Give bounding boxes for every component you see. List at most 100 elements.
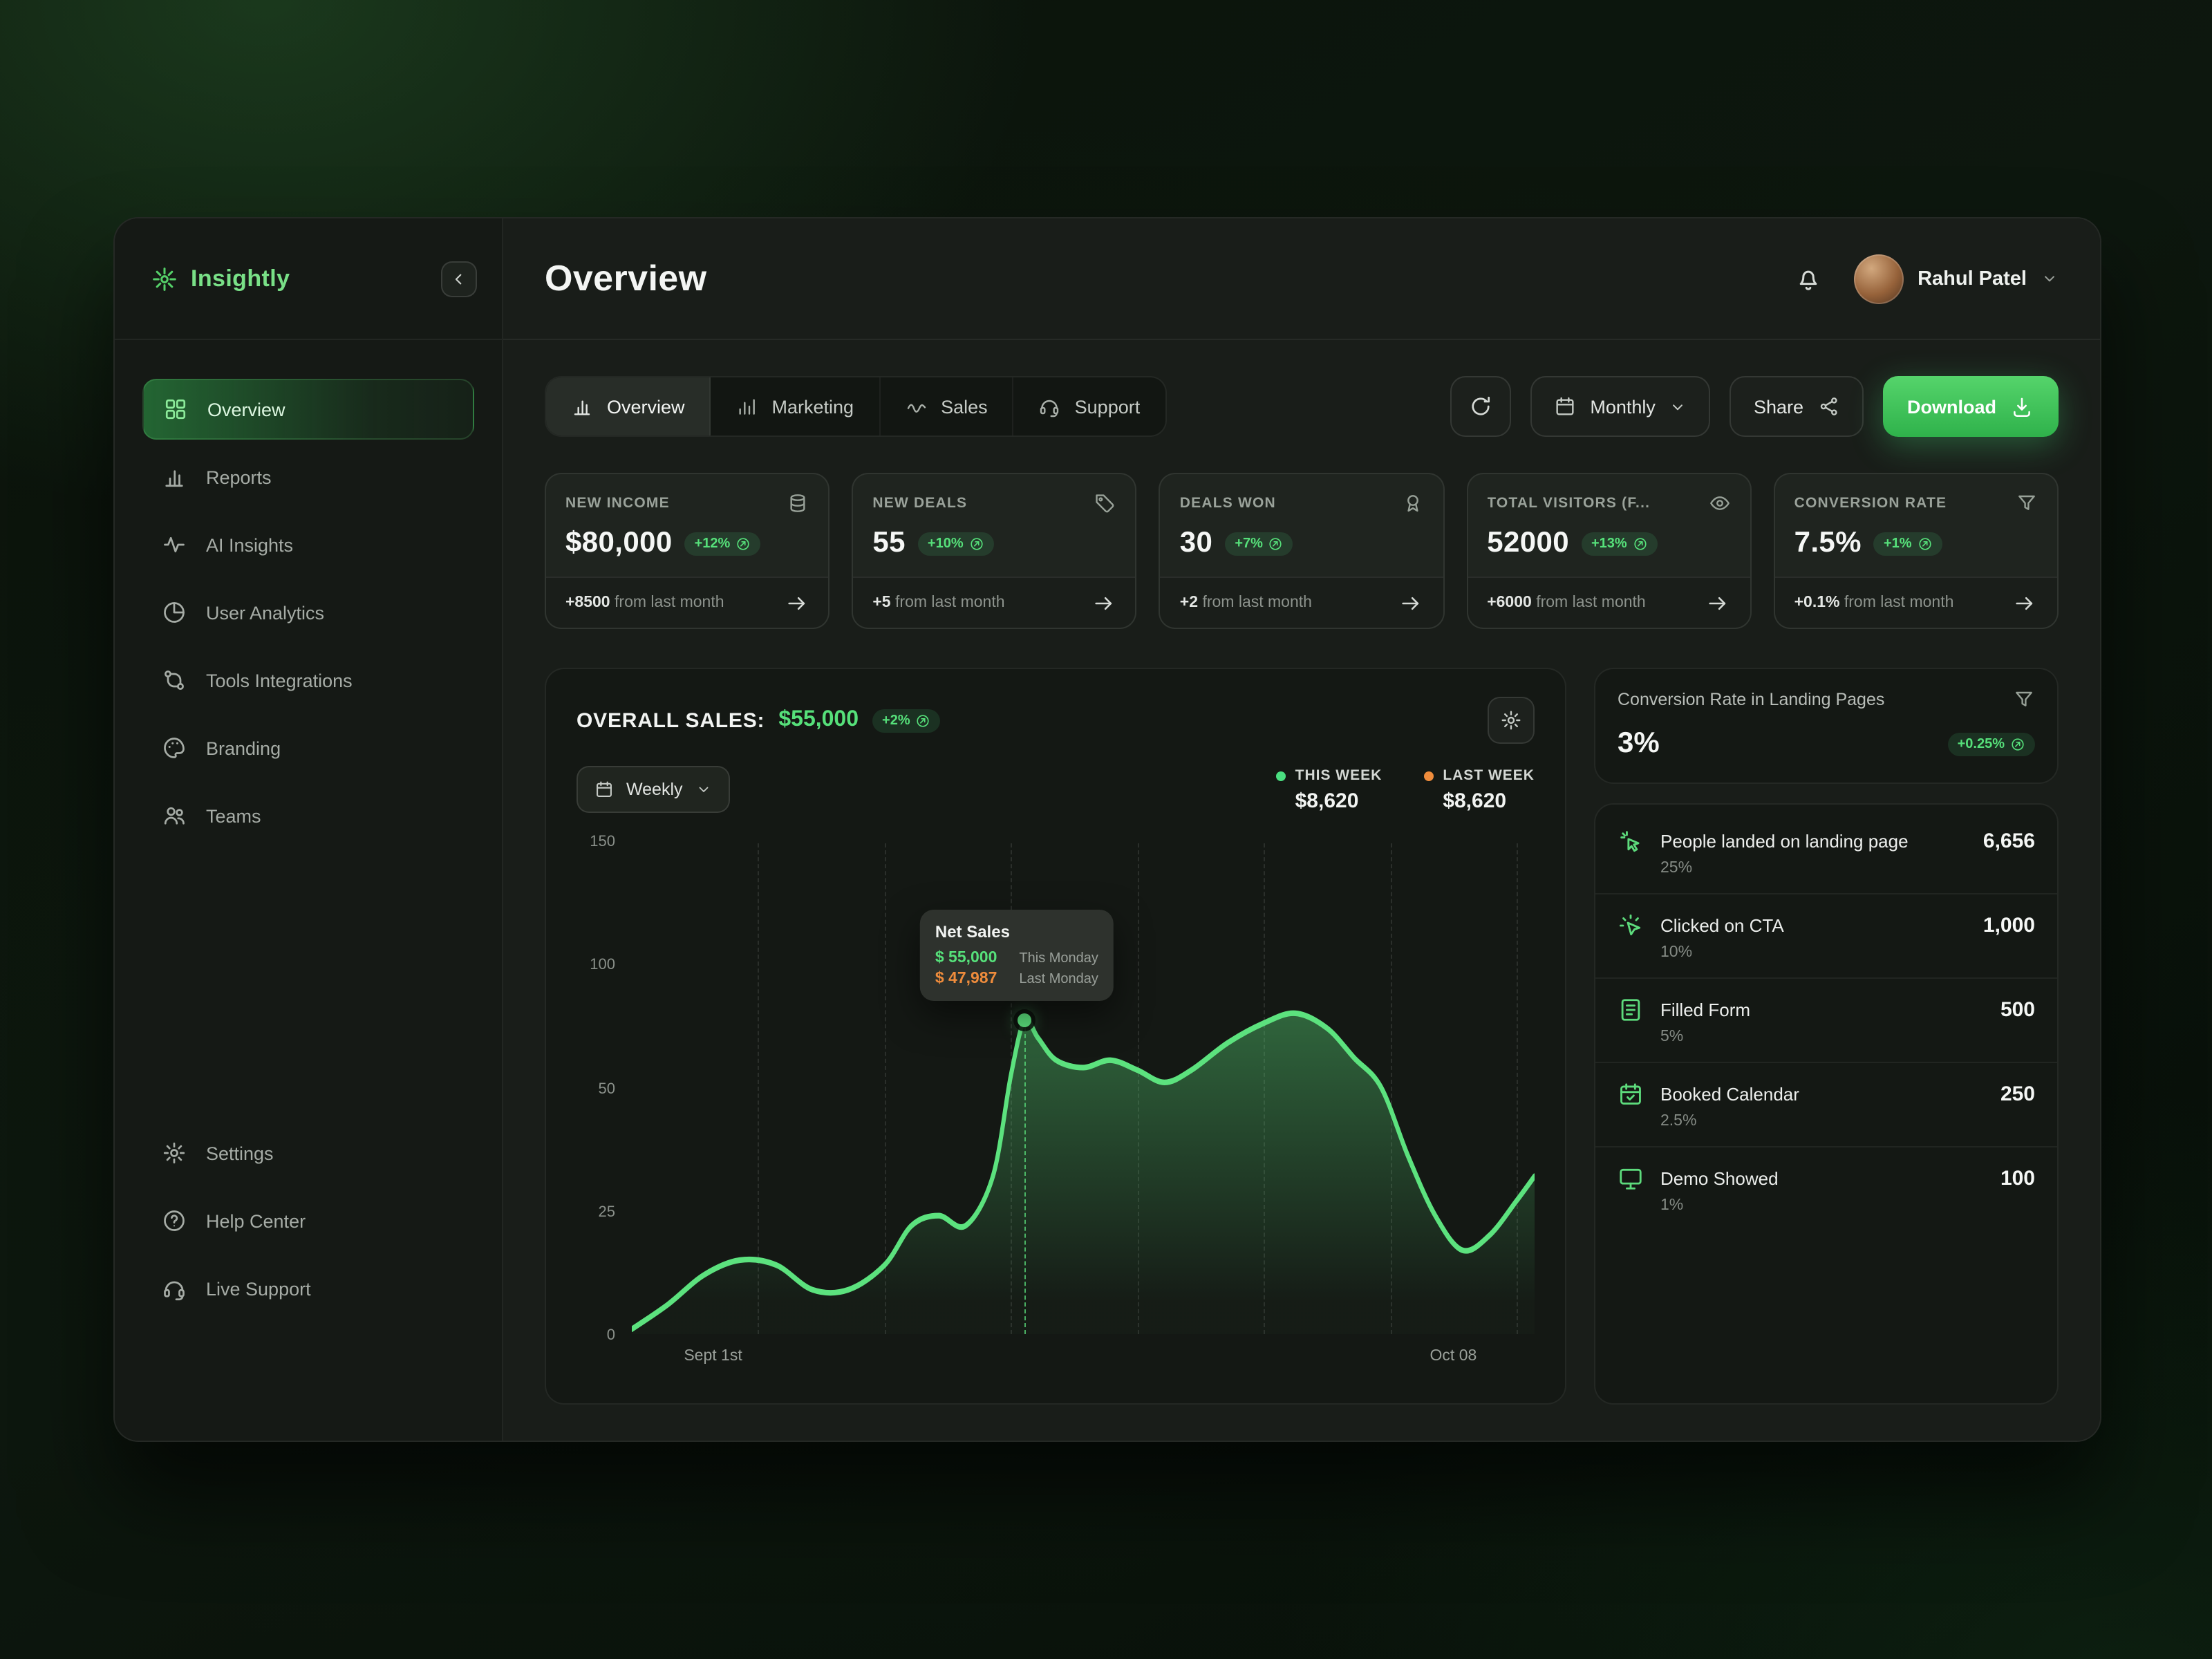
trend-icon bbox=[905, 395, 927, 418]
legend-label: THIS WEEK bbox=[1295, 767, 1382, 784]
sidebar-item-label: Live Support bbox=[206, 1278, 311, 1299]
stat-details-button[interactable] bbox=[2013, 590, 2038, 615]
y-tick-label: 100 bbox=[590, 957, 615, 974]
arrow-right-icon bbox=[1399, 591, 1423, 615]
funnel-value: 100 bbox=[2000, 1167, 2035, 1190]
calendar-icon bbox=[594, 780, 614, 799]
sidebar-item-live-support[interactable]: Live Support bbox=[142, 1258, 474, 1319]
funnel-percentage: 1% bbox=[1660, 1197, 1684, 1214]
legend-value: $8,620 bbox=[1443, 789, 1507, 813]
trend-up-icon bbox=[735, 536, 751, 551]
sidebar-item-user-analytics[interactable]: User Analytics bbox=[142, 582, 474, 643]
stat-label: NEW DEALS bbox=[872, 495, 968, 512]
stat-delta: +5 bbox=[872, 594, 891, 611]
stat-delta: +2 bbox=[1179, 594, 1199, 611]
tab-marketing[interactable]: Marketing bbox=[711, 377, 881, 435]
toolbar: Overview Marketing Sales Support bbox=[545, 376, 2059, 437]
sidebar-item-overview[interactable]: Overview bbox=[142, 379, 474, 440]
download-button[interactable]: Download bbox=[1882, 376, 2059, 437]
chart-legend: THIS WEEK $8,620 LAST WEEK $8,620 bbox=[1275, 767, 1535, 813]
y-tick-label: 25 bbox=[598, 1203, 616, 1221]
bar-chart-icon bbox=[162, 465, 187, 489]
chart-settings-button[interactable] bbox=[1488, 697, 1535, 744]
stat-details-button[interactable] bbox=[1706, 590, 1731, 615]
tab-label: Marketing bbox=[771, 396, 854, 417]
stat-details-button[interactable] bbox=[1398, 590, 1423, 615]
stat-label: NEW INCOME bbox=[565, 495, 670, 512]
sidebar-item-label: Reports bbox=[206, 467, 272, 487]
x-tick-label: Sept 1st bbox=[684, 1348, 742, 1365]
stat-footer: +6000 from last month bbox=[1468, 577, 1750, 628]
funnel-row-clicked-on-cta: Clicked on CTA 1,000 10% bbox=[1595, 894, 2057, 979]
trend-up-icon bbox=[1268, 536, 1284, 551]
chart-marker-dot bbox=[1018, 1013, 1032, 1028]
help-icon bbox=[162, 1208, 187, 1233]
stat-delta-text: from last month bbox=[615, 594, 724, 611]
tab-support[interactable]: Support bbox=[1014, 377, 1165, 435]
stat-delta-text: from last month bbox=[1844, 594, 1954, 611]
gridline bbox=[884, 843, 886, 1334]
chevron-left-icon bbox=[449, 269, 469, 288]
tooltip-row-last-monday: $ 47,987 Last Monday bbox=[935, 971, 1098, 988]
sidebar-item-tools-integrations[interactable]: Tools Integrations bbox=[142, 650, 474, 711]
stat-label: DEALS WON bbox=[1179, 495, 1276, 512]
chart-tooltip: Net Sales $ 55,000 This Monday $ 47,987 bbox=[919, 910, 1114, 1002]
chart-period-select[interactable]: Weekly bbox=[577, 766, 730, 813]
x-axis: Sept 1st Oct 08 bbox=[632, 1348, 1535, 1381]
sidebar-item-ai-insights[interactable]: AI Insights bbox=[142, 514, 474, 575]
coins-icon bbox=[787, 492, 809, 514]
sidebar-collapse-button[interactable] bbox=[441, 261, 477, 297]
trend-up-icon bbox=[1918, 536, 1933, 551]
funnel-value: 1,000 bbox=[1983, 914, 2035, 937]
refresh-button[interactable] bbox=[1450, 376, 1512, 437]
stat-footer: +5 from last month bbox=[853, 577, 1136, 628]
toolbar-right: Monthly Share Download bbox=[1450, 376, 2059, 437]
tab-label: Sales bbox=[941, 396, 988, 417]
stat-footer: +0.1% from last month bbox=[1774, 577, 2057, 628]
headset-icon bbox=[162, 1276, 187, 1301]
funnel-label: Booked Calendar bbox=[1660, 1084, 1799, 1105]
funnel-row-demo-showed: Demo Showed 100 1% bbox=[1595, 1147, 2057, 1230]
tooltip-label: This Monday bbox=[1019, 950, 1098, 966]
chart-title: OVERALL SALES: bbox=[577, 709, 765, 732]
gridline bbox=[1516, 843, 1518, 1334]
legend-dot bbox=[1423, 771, 1434, 780]
funnel-label: People landed on landing page bbox=[1660, 831, 1909, 852]
bar-chart-icon bbox=[571, 395, 593, 418]
chart-period-value: Weekly bbox=[626, 780, 683, 799]
sidebar-item-teams[interactable]: Teams bbox=[142, 785, 474, 846]
tooltip-title: Net Sales bbox=[935, 922, 1010, 942]
app-name: Insightly bbox=[191, 265, 290, 291]
legend-item-last-week: LAST WEEK $8,620 bbox=[1423, 767, 1535, 813]
sidebar-item-settings[interactable]: Settings bbox=[142, 1123, 474, 1183]
stat-footer: +2 from last month bbox=[1160, 577, 1443, 628]
user-name: Rahul Patel bbox=[1918, 268, 2027, 290]
user-menu[interactable]: Rahul Patel bbox=[1854, 254, 2059, 303]
share-button[interactable]: Share bbox=[1730, 376, 1863, 437]
sidebar-item-label: Help Center bbox=[206, 1210, 306, 1231]
sidebar-item-branding[interactable]: Branding bbox=[142, 718, 474, 778]
stat-badge: +10% bbox=[917, 532, 994, 555]
stat-details-button[interactable] bbox=[1091, 590, 1116, 615]
tab-overview[interactable]: Overview bbox=[546, 377, 711, 435]
main-area: Overview Rahul Patel bbox=[503, 218, 2100, 1441]
stat-details-button[interactable] bbox=[784, 590, 809, 615]
notifications-button[interactable] bbox=[1785, 255, 1832, 302]
trend-up-icon bbox=[916, 713, 931, 728]
arrow-right-icon bbox=[1707, 591, 1730, 615]
chevron-down-icon bbox=[1669, 397, 1687, 415]
tab-sales[interactable]: Sales bbox=[880, 377, 1014, 435]
funnel-row-filled-form: Filled Form 500 5% bbox=[1595, 979, 2057, 1063]
main-grid: OVERALL SALES: $55,000 +2% bbox=[545, 668, 2059, 1405]
conversion-badge: +0.25% bbox=[1947, 732, 2035, 756]
sidebar-item-help-center[interactable]: Help Center bbox=[142, 1190, 474, 1251]
sidebar-item-reports[interactable]: Reports bbox=[142, 447, 474, 507]
funnel-icon bbox=[2016, 492, 2038, 514]
download-icon bbox=[2010, 395, 2034, 418]
sidebar-item-label: Settings bbox=[206, 1143, 274, 1163]
gridline bbox=[758, 843, 760, 1334]
period-select[interactable]: Monthly bbox=[1530, 376, 1711, 437]
tag-icon bbox=[1094, 492, 1116, 514]
stat-delta: +8500 bbox=[565, 594, 610, 611]
